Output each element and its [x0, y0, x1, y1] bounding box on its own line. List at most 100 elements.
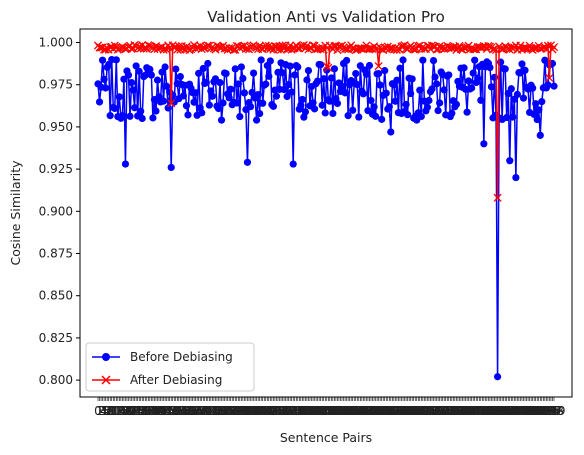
x-tick-label: 165: [338, 404, 361, 418]
x-tick-label: 149: [314, 404, 337, 418]
x-tick-label: 116: [263, 404, 286, 418]
data-point-before: [519, 94, 528, 102]
data-point-before: [152, 107, 160, 115]
x-tick-label: 87: [223, 404, 238, 418]
data-point-before: [393, 76, 401, 84]
legend-box: [85, 342, 255, 392]
x-tick-label: 273: [503, 404, 526, 418]
x-tick-label: 234: [443, 404, 466, 418]
x-tick-label: 246: [462, 404, 485, 418]
x-tick-label: 98: [240, 404, 255, 418]
data-point-before: [149, 114, 157, 122]
x-tick-label: 115: [262, 404, 285, 418]
x-tick-label: 91: [229, 404, 244, 418]
x-tick-label: 67: [193, 404, 208, 418]
x-tick-label: 224: [428, 404, 451, 418]
x-tick-label: 215: [414, 404, 437, 418]
data-point-before: [532, 100, 540, 108]
x-tick-label: 167: [341, 404, 364, 418]
x-tick-label: 153: [320, 404, 343, 418]
x-tick-label: 238: [450, 404, 473, 418]
x-tick-label: 22: [124, 404, 139, 418]
data-point-before: [131, 104, 139, 112]
x-tick-label: 166: [340, 404, 363, 418]
x-tick-label: 236: [446, 404, 469, 418]
y-tick-label: 0.925: [39, 162, 73, 176]
x-tick-label: 66: [191, 404, 206, 418]
x-tick-label: 76: [206, 404, 221, 418]
x-tick-label: 12: [109, 404, 124, 418]
legend-after-marker: [101, 375, 111, 385]
data-point-before: [387, 128, 395, 136]
x-tick-label: 294: [535, 404, 558, 418]
data-point-before: [513, 90, 521, 99]
data-point-before: [285, 81, 293, 89]
x-tick-label: 16: [115, 404, 130, 418]
x-tick-label: 211: [408, 404, 431, 418]
data-point-after: [341, 44, 350, 54]
x-tick-label: 258: [480, 404, 503, 418]
x-tick-label: 262: [486, 404, 509, 418]
data-point-after: [95, 43, 104, 52]
data-point-before: [259, 99, 267, 107]
x-tick-label: 157: [326, 404, 349, 418]
data-point-after: [241, 44, 250, 53]
data-point-before: [164, 104, 172, 112]
data-point-before: [497, 58, 505, 66]
x-tick-label: 155: [323, 404, 346, 418]
data-point-before: [172, 65, 180, 73]
x-tick-label: 206: [401, 404, 424, 418]
x-tick-label: 269: [497, 404, 520, 418]
data-point-before: [254, 90, 262, 99]
x-tick-label: 162: [334, 404, 357, 418]
x-tick-label: 2: [97, 404, 105, 418]
data-point-before: [310, 105, 319, 113]
data-point-before: [399, 56, 407, 64]
data-point-before: [266, 57, 274, 65]
x-tick-label: 78: [209, 404, 224, 418]
x-tick-label: 252: [471, 404, 494, 418]
x-tick-label: 86: [222, 404, 237, 418]
x-tick-label: 81: [214, 404, 229, 418]
x-tick-label: 54: [173, 404, 188, 418]
data-point-before: [309, 99, 317, 107]
x-tick-label: 119: [268, 404, 291, 418]
x-tick-label: 59: [180, 404, 195, 418]
x-tick-label: 85: [220, 404, 235, 418]
x-tick-label: 164: [337, 404, 360, 418]
x-tick-label: 171: [347, 404, 370, 418]
x-tick-label: 114: [260, 404, 283, 418]
x-tick-label: 156: [324, 404, 347, 418]
x-tick-label: 193: [381, 404, 404, 418]
x-tick-label: 1: [96, 404, 104, 418]
y-tick-label: 0.800: [39, 373, 73, 387]
data-point-after: [549, 43, 559, 52]
x-tick-label: 108: [251, 404, 274, 418]
data-point-before: [176, 72, 184, 81]
x-tick-label: 104: [245, 404, 268, 418]
data-point-before: [486, 63, 494, 72]
x-tick-label: 264: [489, 404, 512, 418]
data-point-before: [493, 373, 502, 381]
data-point-before: [365, 61, 374, 70]
data-point-before: [408, 75, 416, 83]
x-tick-label: 177: [356, 404, 379, 418]
data-point-before: [248, 88, 256, 97]
x-tick-label: 134: [291, 404, 314, 418]
x-tick-label: 39: [150, 404, 165, 418]
x-tick-label: 199: [390, 404, 413, 418]
x-tick-label: 158: [328, 404, 351, 418]
data-point-before: [436, 99, 444, 107]
x-tick-label: 88: [225, 404, 240, 418]
x-tick-label: 107: [250, 404, 273, 418]
x-tick-label: 65: [189, 404, 204, 418]
x-tick-label: 74: [203, 404, 218, 418]
x-tick-label: 289: [527, 404, 550, 418]
x-tick-label: 266: [492, 404, 515, 418]
x-tick-label: 90: [228, 404, 243, 418]
x-tick-label: 255: [475, 404, 498, 418]
x-tick-label: 253: [472, 404, 495, 418]
data-point-before: [195, 69, 203, 77]
x-tick-label: 147: [311, 404, 334, 418]
x-tick-label: 204: [398, 404, 421, 418]
